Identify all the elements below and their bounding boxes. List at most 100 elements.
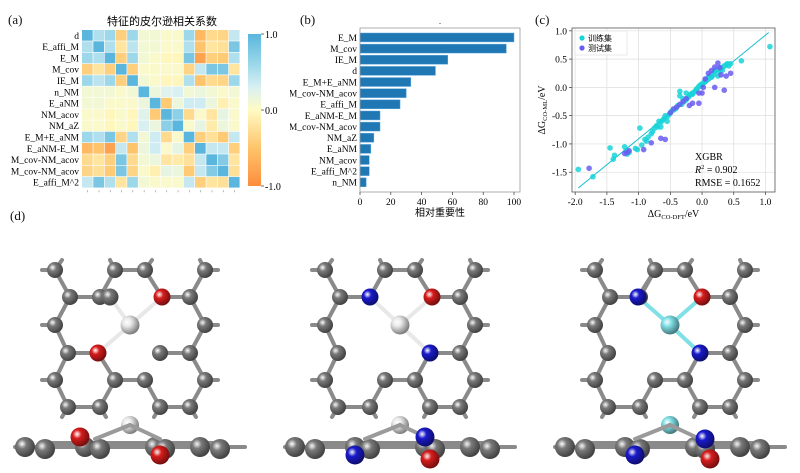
heatmap-cell [228, 52, 240, 64]
carbon-atom [197, 262, 213, 278]
heatmap-cell [104, 154, 116, 165]
bar [359, 66, 436, 76]
bar-x-tick-label: 40 [417, 198, 427, 208]
heatmap-cell [217, 109, 229, 120]
heatmap-cell [183, 143, 195, 154]
carbon-atom [92, 399, 108, 415]
bar [359, 110, 381, 121]
legend-label: 训练集 [588, 33, 612, 43]
heatmap-cell [149, 30, 161, 41]
heatmap-cell [127, 109, 138, 120]
heatmap-cell [228, 131, 240, 143]
heatmap-cell [82, 86, 93, 98]
test-point [658, 135, 664, 142]
heatmap-cell [127, 63, 138, 75]
heatmap-cell [93, 165, 104, 177]
scatter-x-tick-label: -0.5 [663, 198, 678, 208]
scatter-x-tick-label: -1.5 [599, 198, 614, 208]
heatmap-cell [104, 41, 116, 52]
heatmap-cell [161, 131, 172, 143]
heatmap-cell [149, 143, 161, 154]
heatmap-cell [195, 97, 206, 109]
nitrogen-atom [361, 288, 379, 306]
heatmap-cell [161, 176, 172, 188]
carbon-atom [737, 262, 753, 278]
carbon-atom [317, 262, 333, 278]
heatmap-cell [217, 52, 229, 64]
heatmap-cell [82, 75, 93, 86]
heatmap-cell [138, 143, 150, 154]
colorbar [248, 34, 261, 186]
carbon-atom [47, 262, 63, 278]
carbon-atom [182, 345, 198, 361]
oxygen-atom [693, 288, 711, 306]
carbon-atom [190, 437, 210, 457]
heatmap-cell [161, 143, 172, 154]
carbon-atom [101, 288, 119, 306]
carbon-atom [600, 345, 616, 361]
heatmap-cell [115, 97, 127, 109]
heatmap-cell [149, 41, 161, 52]
nitrogen-atom [421, 344, 439, 362]
scatter-plot-frame [571, 27, 776, 193]
colorbar-tick-label: 1.0 [265, 30, 278, 41]
train-point [637, 125, 643, 131]
heatmap-cell [172, 63, 184, 75]
heatmap-cell [217, 176, 229, 188]
heatmap-cell [127, 30, 138, 41]
heatmap-cell [161, 52, 172, 64]
carbon-atom [305, 439, 325, 459]
train-point [575, 166, 582, 173]
scatter-x-tick-label: 0.5 [728, 198, 740, 208]
heatmap-cell [82, 131, 93, 143]
scatter-y-tick-label: -1.5 [552, 169, 567, 179]
heatmap-cell [228, 109, 240, 120]
molecular-structures [13, 258, 787, 469]
heatmap-cell [195, 109, 206, 120]
bar-category-label: E_aNM-E_M [305, 112, 358, 122]
heatmap-cell [183, 154, 195, 165]
heatmap-cell [115, 120, 127, 132]
heatmap-row-label: E_affi_M [42, 42, 79, 53]
heatmap-cell [183, 41, 195, 52]
heatmap-cell [138, 176, 150, 188]
carbon-atom [330, 399, 346, 415]
test-point [667, 110, 674, 116]
heatmap-cell [115, 41, 127, 52]
carbon-atom [677, 262, 693, 278]
heatmap-cell [228, 143, 240, 154]
heatmap-row-label: E_aNM-E_M [27, 145, 80, 155]
heatmap-cell [228, 75, 240, 86]
heatmap-cell [127, 176, 138, 188]
bar-category-label: E_affi_M^2 [311, 167, 357, 178]
structure-1 [13, 258, 247, 465]
bar-category-label: M_cov-NM_acov [290, 90, 357, 100]
heatmap-cell [149, 52, 161, 64]
heatmap-cell [138, 63, 150, 75]
carbon-atom [452, 399, 468, 415]
carbon-atom [737, 372, 753, 388]
heatmap-cell [206, 97, 217, 109]
model-name: XGBR [695, 152, 723, 163]
carbon-atom [467, 372, 483, 388]
train-point [677, 93, 683, 99]
train-point [590, 173, 596, 180]
bond [363, 423, 402, 441]
metal-atom [660, 315, 680, 335]
carbon-atom [35, 439, 55, 459]
heatmap-row-label: d [74, 32, 79, 42]
heatmap-cell [161, 165, 172, 177]
heatmap-cell [183, 30, 195, 41]
scatter-x-tick-label: -1.0 [631, 198, 646, 208]
heatmap-cell [115, 52, 127, 64]
heatmap-cell [217, 165, 229, 177]
carbon-atom [197, 372, 213, 388]
test-point [700, 84, 707, 91]
test-point [696, 100, 702, 107]
carbon-atom [182, 289, 198, 305]
heatmap-cell [104, 120, 116, 132]
heatmap-cell [206, 30, 217, 41]
heatmap-row-label: E_M [60, 54, 80, 64]
test-point [586, 165, 592, 172]
